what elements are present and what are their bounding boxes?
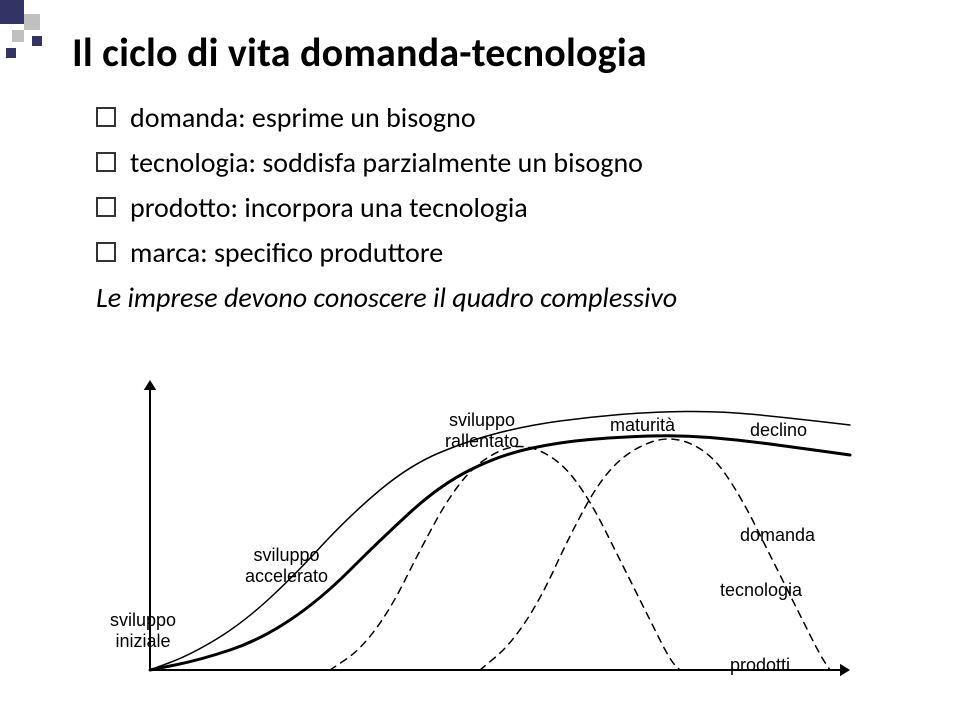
chart-label-prodotti: prodotti [730,655,790,676]
chart-label-declino: declino [750,420,807,441]
bullet-text: marca: specifico produttore [130,235,443,270]
bullet-item: domanda: esprime un bisogno [96,100,677,135]
chart-label-sviluppo_rallentato: svilupporallentato [445,410,519,451]
bullet-item: prodotto: incorpora una tecnologia [96,190,677,225]
chart-label-tecnologia: tecnologia [720,580,802,601]
conclusion-text: Le imprese devono conoscere il quadro co… [96,280,677,315]
bullet-list: domanda: esprime un bisogno tecnologia: … [96,100,677,315]
bullet-item: marca: specifico produttore [96,235,677,270]
lifecycle-chart: sviluppoiniziale sviluppoaccelerato svilup… [80,370,880,690]
chart-label-domanda: domanda [740,525,815,546]
bullet-item: tecnologia: soddisfa parzialmente un bis… [96,145,677,180]
bullet-text: prodotto: incorpora una tecnologia [130,190,528,225]
bullet-square-icon [96,107,116,127]
bullet-square-icon [96,242,116,262]
bullet-square-icon [96,152,116,172]
chart-label-maturita: maturità [610,415,675,436]
bullet-text: tecnologia: soddisfa parzialmente un bis… [130,145,643,180]
corner-decoration [0,0,60,60]
bullet-text: domanda: esprime un bisogno [130,100,476,135]
chart-label-sviluppo_iniziale: sviluppoiniziale [110,610,176,651]
slide-title: Il ciclo di vita domanda-tecnologia [72,28,647,77]
bullet-square-icon [96,197,116,217]
chart-label-sviluppo_accelerato: sviluppoaccelerato [245,545,328,586]
corner-decoration-svg [0,0,60,60]
